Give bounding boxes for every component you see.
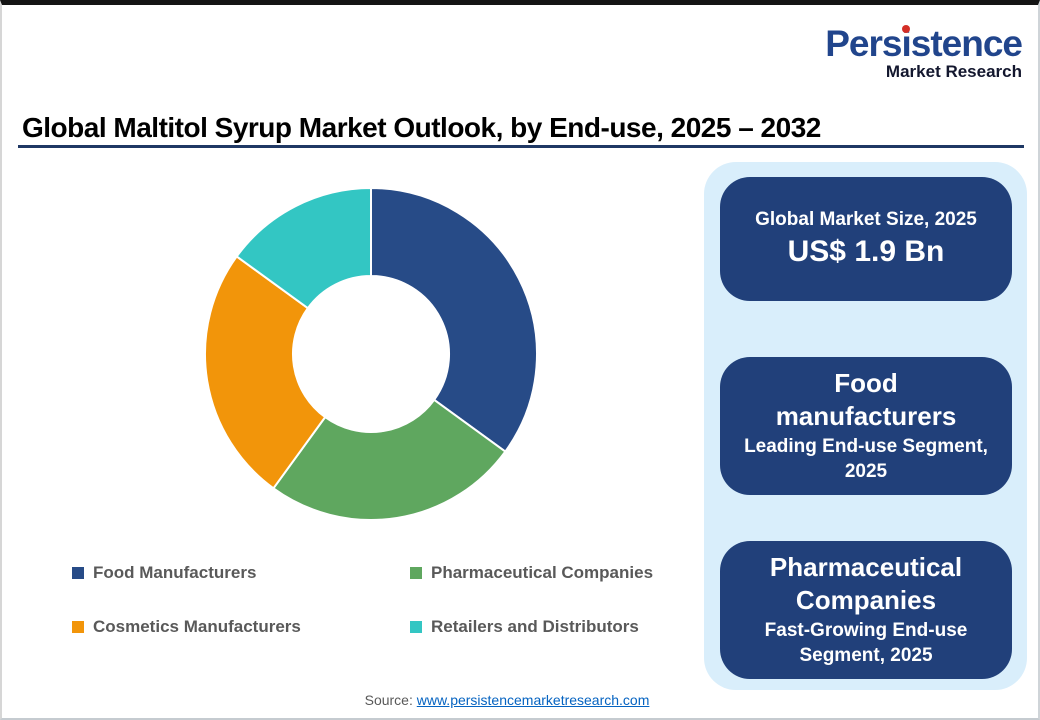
logo-subtitle: Market Research [885, 62, 1022, 81]
legend-swatch-icon [72, 566, 84, 579]
leading-segment-card-title: Food manufacturers [775, 368, 957, 432]
legend-item-food-manufacturers: Food Manufacturers [72, 562, 410, 583]
logo-text-b: stence [910, 23, 1023, 64]
market-size-card: Global Market Size, 2025 US$ 1.9 Bn [720, 177, 1012, 301]
fast-growing-segment-card: Pharmaceutical Companies Fast-Growing En… [720, 541, 1012, 679]
leading-segment-card: Food manufacturers Leading End-use Segme… [720, 357, 1012, 495]
source-label: Source: [364, 692, 413, 708]
donut-segment-food-manufacturers [370, 187, 539, 453]
legend-label: Retailers and Distributors [431, 616, 639, 636]
legend-swatch-icon [410, 620, 422, 633]
legend-label: Food Manufacturers [93, 562, 257, 582]
source-row: Source: www.persistencemarketresearch.co… [2, 692, 1012, 708]
logo-red-dot-i: i [901, 23, 911, 64]
legend-item-cosmetics-manufacturers: Cosmetics Manufacturers [72, 616, 410, 637]
legend-label: Pharmaceutical Companies [431, 562, 654, 582]
market-size-card-title: Global Market Size, 2025 [755, 209, 977, 231]
pmr-logo: Persistence Market Research [825, 23, 1023, 81]
title-underline [18, 145, 1024, 148]
fast-growing-segment-card-title: Pharmaceutical Companies [769, 552, 963, 616]
fast-growing-segment-card-subtitle: Fast-Growing End-use Segment, 2025 [764, 619, 968, 667]
leading-segment-card-subtitle: Leading End-use Segment, 2025 [744, 435, 988, 483]
chart-legend: Food Manufacturers Pharmaceutical Compan… [72, 562, 653, 637]
legend-item-retailers-and-distributors: Retailers and Distributors [410, 616, 653, 637]
donut-segment-pharmaceutical-companies [272, 398, 507, 522]
logo-text-a: Pers [825, 23, 902, 64]
source-link[interactable]: www.persistencemarketresearch.com [416, 692, 650, 708]
highlights-panel: Global Market Size, 2025 US$ 1.9 Bn Food… [704, 162, 1027, 690]
legend-swatch-icon [410, 566, 422, 579]
legend-swatch-icon [72, 620, 84, 633]
market-size-card-value: US$ 1.9 Bn [787, 235, 945, 269]
page-title: Global Maltitol Syrup Market Outlook, by… [22, 112, 821, 143]
donut-chart-svg [203, 187, 539, 522]
legend-label: Cosmetics Manufacturers [93, 616, 301, 636]
donut-chart [199, 182, 543, 526]
logo-wordmark: Persistence [825, 23, 1023, 64]
legend-item-pharmaceutical-companies: Pharmaceutical Companies [410, 562, 653, 583]
donut-segment-retailers-and-distributors [235, 187, 372, 310]
donut-segment-cosmetics-manufacturers [203, 255, 327, 490]
